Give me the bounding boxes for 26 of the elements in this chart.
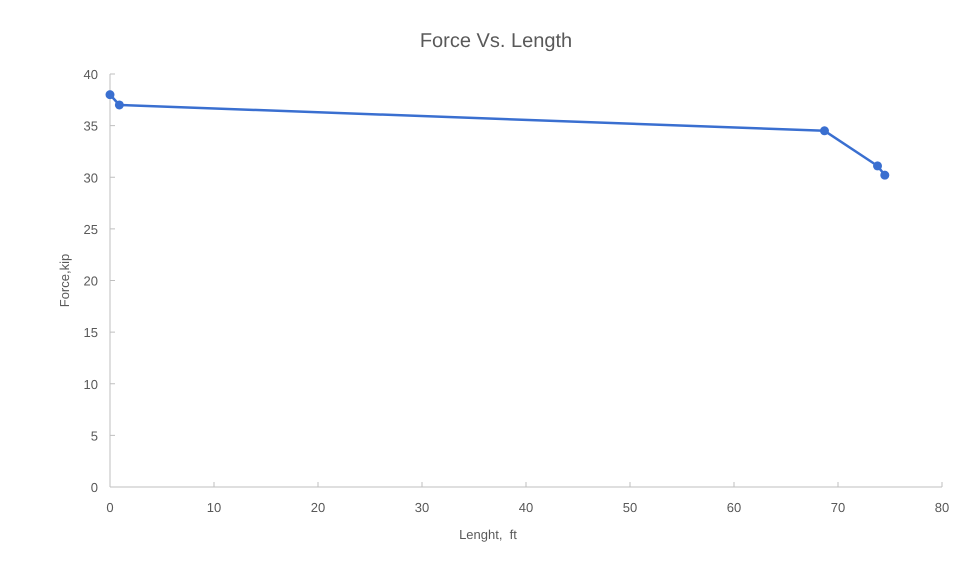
y-tick-label: 5 <box>90 428 98 444</box>
x-tick-label: 70 <box>830 500 846 515</box>
x-tick-label: 10 <box>206 500 222 515</box>
point <box>114 100 124 110</box>
y-tick-label: 35 <box>84 118 98 134</box>
x-axis-title: Lenght, ft <box>459 527 518 542</box>
y-tick-label: 0 <box>90 480 98 495</box>
point <box>873 161 882 170</box>
x-tick-label: 20 <box>310 500 326 515</box>
y-tick-label: 25 <box>84 222 98 237</box>
x-tick-label: 80 <box>934 500 950 515</box>
x-tick-label: 0 <box>106 500 114 515</box>
point <box>820 126 829 136</box>
point <box>106 90 114 100</box>
point <box>880 170 890 180</box>
y-axis-title: Force,kip <box>57 254 72 308</box>
x-tick-label: 60 <box>726 500 742 515</box>
x-tick-label: 40 <box>518 500 534 515</box>
y-tick-label: 30 <box>84 170 98 186</box>
x-tick-label: 50 <box>622 500 638 515</box>
y-tick-label: 15 <box>84 325 98 340</box>
y-tick-label: 40 <box>84 67 98 82</box>
chart-title: Force Vs. Length <box>420 30 572 52</box>
y-tick-label: 10 <box>84 376 98 392</box>
x-tick-label: 30 <box>414 500 430 515</box>
y-tick-label: 20 <box>84 274 98 288</box>
